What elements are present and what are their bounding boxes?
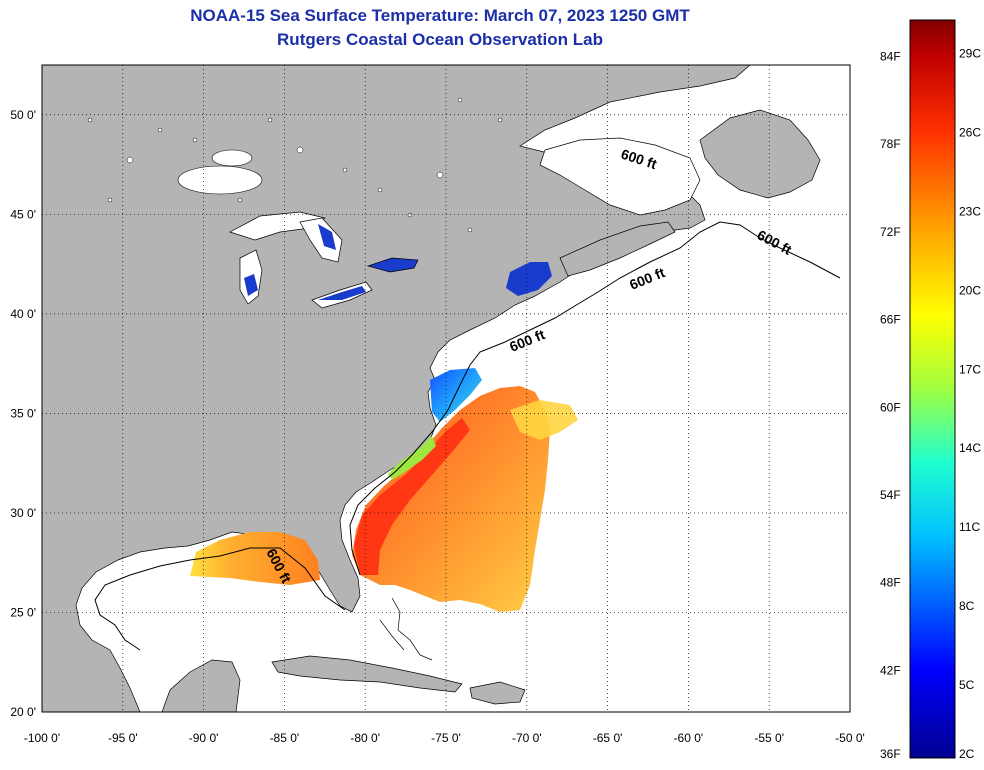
lon-tick-label: -80 0' <box>350 731 380 745</box>
isobath-600ft <box>349 221 841 576</box>
latitude-ticks: 50 0' 45 0' 40 0' 35 0' 30 0' 25 0' 20 0' <box>10 108 36 719</box>
lon-tick-label: -65 0' <box>593 731 623 745</box>
colorbar-fahrenheit-labels: 84F 78F 72F 66F 60F 54F 48F 42F 36F <box>880 50 901 761</box>
lon-tick-label: -85 0' <box>270 731 300 745</box>
lat-tick-label: 40 0' <box>10 307 36 321</box>
colorbar-f-label: 42F <box>880 663 901 677</box>
lake-ontario <box>366 257 419 273</box>
lon-tick-label: -60 0' <box>674 731 704 745</box>
colorbar-f-label: 66F <box>880 313 901 327</box>
lake-white-1 <box>177 165 263 195</box>
lon-tick-label: -95 0' <box>108 731 138 745</box>
lat-tick-label: 30 0' <box>10 506 36 520</box>
colorbar-c-label: 29C <box>959 47 981 61</box>
gulf-st-lawrence <box>539 137 701 216</box>
colorbar-f-label: 84F <box>880 50 901 64</box>
lon-tick-label: -70 0' <box>512 731 542 745</box>
colorbar-c-label: 11C <box>959 520 980 534</box>
lat-tick-label: 20 0' <box>10 705 36 719</box>
colorbar-f-label: 54F <box>880 488 901 502</box>
lat-tick-label: 50 0' <box>10 108 36 122</box>
sst-coastal-green <box>388 436 436 480</box>
lon-tick-label: -55 0' <box>754 731 784 745</box>
colorbar: 84F 78F 72F 66F 60F 54F 48F 42F 36F 29C 26C 23C 20C… <box>880 19 981 761</box>
colorbar-f-label: 72F <box>880 225 901 239</box>
map-frame <box>41 64 851 713</box>
colorbar-gradient <box>909 19 956 759</box>
colorbar-f-label: 48F <box>880 576 901 590</box>
lake-michigan-cold <box>244 274 258 296</box>
lake-white-2 <box>211 149 253 167</box>
sst-cold-shelf <box>430 368 482 422</box>
colorbar-celsius-labels: 29C 26C 23C 20C 17C 14C 11C 8C 5C 2C <box>959 47 981 761</box>
lon-tick-label: -100 0' <box>24 731 60 745</box>
lake-erie-cold <box>318 286 366 300</box>
scattered-lakes <box>87 97 503 233</box>
colorbar-c-label: 5C <box>959 678 975 692</box>
colorbar-f-label: 60F <box>880 400 901 414</box>
colorbar-f-label: 36F <box>880 747 901 761</box>
land-hispaniola <box>469 681 526 705</box>
lake-champlain-cold <box>506 262 552 296</box>
sst-yellow-patch <box>510 400 578 440</box>
lake-huron <box>299 217 343 263</box>
lake-huron-cold <box>318 224 336 250</box>
colorbar-c-label: 20C <box>959 283 981 297</box>
colorbar-c-label: 17C <box>959 362 981 376</box>
colorbar-f-label: 78F <box>880 137 901 151</box>
colorbar-c-label: 14C <box>959 441 981 455</box>
colorbar-c-label: 2C <box>959 747 975 761</box>
lat-tick-label: 45 0' <box>10 207 36 221</box>
sst-red-core <box>354 418 470 575</box>
lon-tick-label: -90 0' <box>189 731 219 745</box>
longitude-ticks: -100 0' -95 0' -90 0' -85 0' -80 0' -75 0' -70… <box>24 731 865 745</box>
sst-warm-plume <box>352 386 550 612</box>
map-subtitle: Rutgers Coastal Ocean Observation Lab <box>277 30 603 49</box>
lat-tick-label: 35 0' <box>10 406 36 420</box>
colorbar-c-label: 26C <box>959 126 981 140</box>
sst-gulf-patch <box>190 532 320 585</box>
map-title: NOAA-15 Sea Surface Temperature: March 0… <box>190 6 690 25</box>
lat-tick-label: 25 0' <box>10 605 36 619</box>
land-newfoundland <box>699 109 821 199</box>
land-bahamas <box>379 597 433 661</box>
isobath-600ft-gulf <box>94 547 346 651</box>
land-cuba <box>271 655 463 693</box>
colorbar-c-label: 8C <box>959 599 975 613</box>
colorbar-c-label: 23C <box>959 204 981 218</box>
land-nova-scotia <box>559 221 676 277</box>
lon-tick-label: -75 0' <box>431 731 461 745</box>
lon-tick-label: -50 0' <box>835 731 865 745</box>
land-yucatan <box>161 659 241 712</box>
